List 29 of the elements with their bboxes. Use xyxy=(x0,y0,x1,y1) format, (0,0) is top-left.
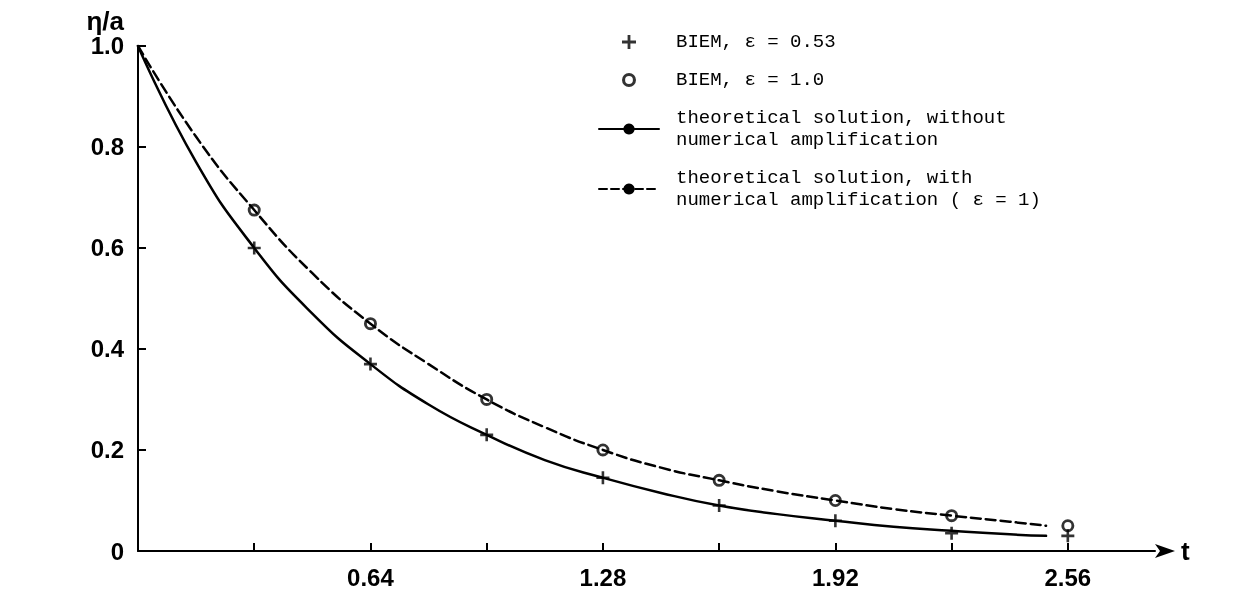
legend-label: theoretical solution, with numerical amplification ( ε = 1) xyxy=(676,167,1041,211)
point xyxy=(712,499,726,513)
point xyxy=(828,493,842,507)
y-axis-title: η/a xyxy=(86,6,125,36)
point xyxy=(480,392,494,406)
y-tick-label: 0.4 xyxy=(90,335,125,363)
y-tick-label: 0.8 xyxy=(90,133,124,161)
x-tick-label: 1.28 xyxy=(579,563,627,591)
point xyxy=(480,428,494,442)
legend-label: theoretical solution, without numerical amplification xyxy=(676,107,1019,151)
point xyxy=(363,317,377,331)
x-tick-label: 1.92 xyxy=(812,563,859,591)
point xyxy=(828,514,842,528)
y-tick-label: 0.2 xyxy=(90,436,124,464)
point xyxy=(945,509,959,523)
point xyxy=(596,471,610,485)
x-tick-label: 0.64 xyxy=(347,563,395,591)
point xyxy=(247,241,261,255)
point xyxy=(945,526,959,540)
point xyxy=(363,357,377,371)
y-tick-label: 0 xyxy=(110,537,124,565)
point xyxy=(247,203,261,217)
x-tick-label: 2.56 xyxy=(1044,563,1092,591)
y-tick-label: 0.6 xyxy=(90,234,124,262)
legend-label: BIEM, ε = 0.53 xyxy=(676,31,836,53)
legend-label: BIEM, ε = 1.0 xyxy=(676,69,825,91)
point xyxy=(1061,519,1075,533)
point xyxy=(712,473,726,487)
x-axis-title: t xyxy=(1181,536,1190,566)
